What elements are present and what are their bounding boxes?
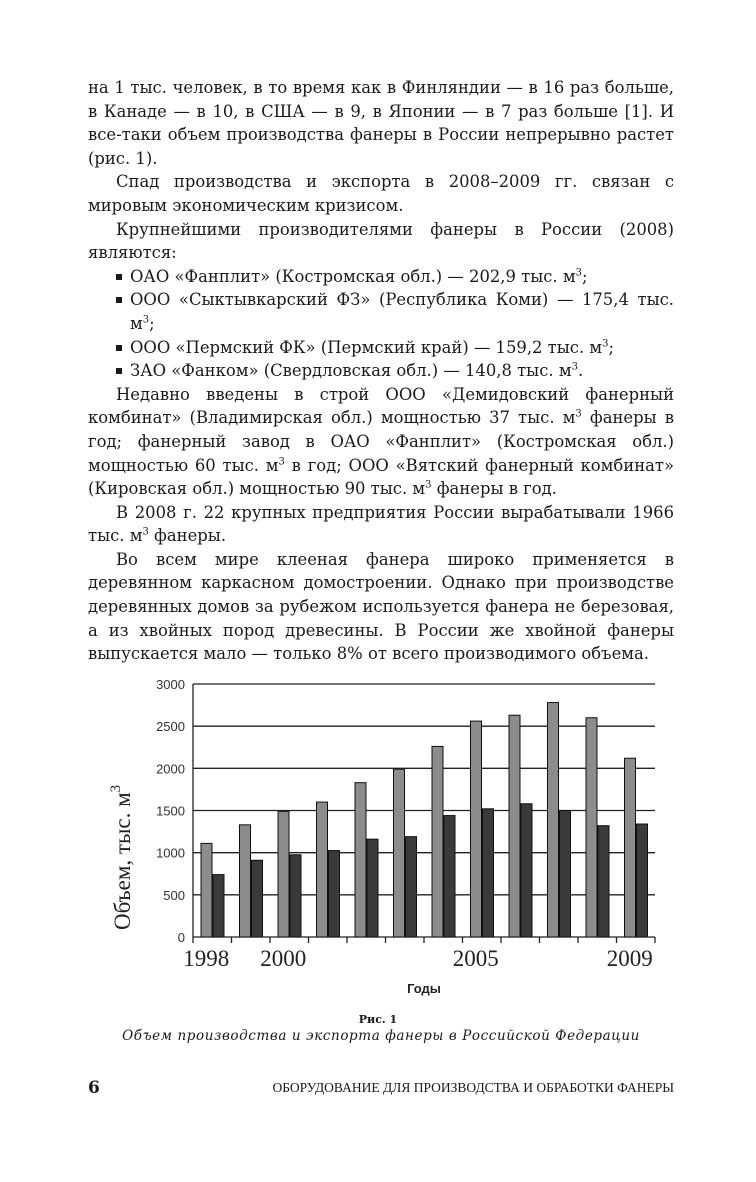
bar-2009-series-1 — [624, 757, 636, 938]
list-item: ООО «Сыктывкарский ФЗ» (Республика Коми)… — [88, 288, 674, 335]
y-axis-label: Объем, тыс. м3 — [108, 785, 135, 930]
y-tick-label: 0 — [178, 930, 185, 945]
x-tick-label: 1998 — [183, 946, 229, 971]
bar-2003-series-2 — [405, 836, 417, 938]
bar-2007-series-1 — [547, 702, 559, 938]
paragraph: Спад производства и экспорта в 2008–2009… — [88, 172, 674, 215]
producers-list: ОАО «Фанплит» (Костромская обл.) — 202,9… — [88, 265, 674, 383]
bar-2002-series-2 — [366, 838, 379, 938]
bar-2006-series-2 — [520, 803, 533, 938]
y-tick-label: 2000 — [156, 761, 185, 776]
y-tick-label: 3000 — [156, 677, 185, 692]
bar-2009-series-2 — [636, 823, 648, 938]
body-text: на 1 тыс. человек, в то время как в Финл… — [88, 76, 674, 666]
x-tick-label: 2005 — [453, 946, 499, 971]
y-tick-label: 1500 — [156, 804, 185, 819]
y-tick-label: 500 — [163, 888, 185, 903]
bar-2002-series-1 — [354, 782, 367, 938]
bar-2004-series-2 — [443, 815, 456, 938]
bar-1999-series-2 — [251, 859, 263, 938]
y-tick-label: 1000 — [156, 846, 185, 861]
figure-number: Рис. 1 — [358, 1013, 398, 1026]
running-title: ОБОРУДОВАНИЕ ДЛЯ ПРОИЗВОДСТВА И ОБРАБОТК… — [272, 1080, 674, 1095]
paragraph: Крупнейшими производителями фанеры в Рос… — [88, 219, 674, 263]
page-number: 6 — [88, 1078, 100, 1098]
x-tick-label: 2009 — [607, 946, 653, 971]
list-item: ЗАО «Фанком» (Свердловская обл.) — 140,8… — [88, 359, 674, 383]
paragraph: В 2008 г. 22 крупных предприятия России … — [88, 502, 674, 546]
bar-2003-series-1 — [393, 768, 405, 938]
bar-2004-series-1 — [431, 745, 444, 938]
paragraph: Во всем мире клееная фанера широко приме… — [88, 549, 674, 664]
bar-2006-series-1 — [508, 714, 521, 938]
x-axis-label: Годы — [407, 981, 441, 996]
bar-2005-series-2 — [482, 808, 494, 938]
bar-2001-series-1 — [316, 801, 328, 938]
bar-2005-series-1 — [470, 720, 482, 938]
bar-chart: 0 500 1000 1500 2000 2500 3000 1998 2000 2005 2009… — [108, 677, 656, 996]
bar-2000-series-2 — [289, 854, 302, 938]
paragraph: Недавно введены в строй ООО «Демидовский… — [88, 384, 674, 499]
paragraph: на 1 тыс. человек, в то время как в Финл… — [88, 78, 674, 168]
bar-1999-series-1 — [239, 824, 251, 938]
bar-1998-series-2 — [212, 874, 225, 938]
figure-caption: Объем производства и экспорта фанеры в Р… — [122, 1028, 640, 1044]
bar-1998-series-1 — [200, 842, 213, 938]
bar-2007-series-2 — [559, 810, 571, 938]
x-tick-label: 2000 — [260, 946, 306, 971]
list-item: ООО «Пермский ФК» (Пермский край) — 159,… — [88, 336, 674, 360]
bar-2008-series-2 — [597, 825, 610, 938]
list-item: ОАО «Фанплит» (Костромская обл.) — 202,9… — [88, 265, 674, 289]
bar-2008-series-1 — [585, 717, 598, 938]
bar-2001-series-2 — [328, 850, 340, 938]
bar-2000-series-1 — [277, 810, 290, 938]
y-tick-label: 2500 — [156, 719, 185, 734]
